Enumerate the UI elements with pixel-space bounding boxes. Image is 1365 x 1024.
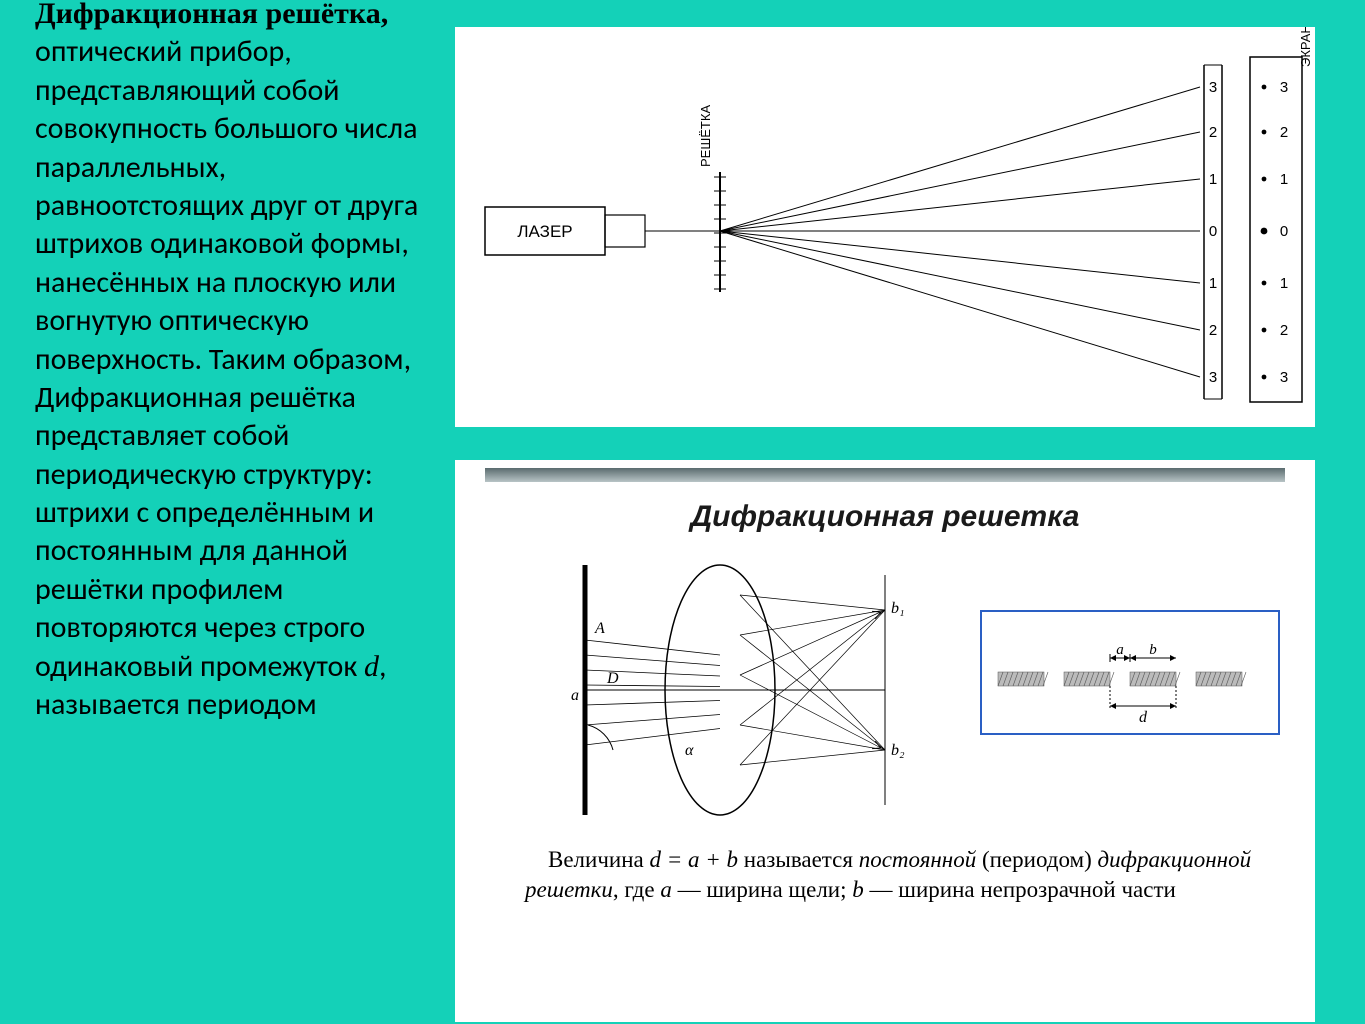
svg-text:a: a	[571, 687, 579, 704]
svg-text:3: 3	[1280, 79, 1288, 96]
svg-text:A: A	[594, 620, 605, 637]
svg-text:3: 3	[1280, 369, 1288, 386]
svg-text:b: b	[1149, 642, 1157, 658]
svg-text:1: 1	[1280, 275, 1288, 292]
svg-text:1: 1	[1209, 275, 1217, 292]
definition-text: Дифракционная решётка, оптический прибор…	[35, 0, 435, 724]
grating-title: Дифракционная решетка	[455, 500, 1315, 534]
decorative-bar	[485, 468, 1285, 482]
svg-text:ЭКРАН: ЭКРАН	[1298, 27, 1313, 67]
grating-caption: Величина d = a + b называется постоянной…	[525, 845, 1265, 905]
definition-title: Дифракционная решётка,	[35, 0, 388, 30]
svg-text:0: 0	[1209, 223, 1217, 240]
svg-text:b₂: b₂	[891, 742, 905, 759]
laser-diagram-panel: ЛАЗЕР РЕШЁТКА 3 2 1 0 1 2 3 3 2 1 0 1 2 3 ЭКРАН	[455, 27, 1315, 427]
svg-text:ЛАЗЕР: ЛАЗЕР	[517, 222, 572, 241]
svg-text:3: 3	[1209, 369, 1217, 386]
slit-diagram: a b d	[980, 610, 1280, 735]
svg-text:1: 1	[1209, 171, 1217, 188]
svg-text:3: 3	[1209, 79, 1217, 96]
svg-text:0: 0	[1280, 223, 1288, 240]
svg-text:2: 2	[1209, 124, 1217, 141]
svg-text:d: d	[1139, 709, 1148, 726]
lens-diagram: A Da α b₁ b₂	[545, 555, 915, 835]
svg-text:D: D	[606, 670, 619, 687]
svg-text:2: 2	[1280, 322, 1288, 339]
svg-text:a: a	[1116, 642, 1124, 658]
svg-text:1: 1	[1280, 171, 1288, 188]
svg-text:b₁: b₁	[891, 600, 905, 617]
grating-detail-panel: Дифракционная решетка A Da α b₁ b₂ a b d Велич…	[455, 460, 1315, 1022]
svg-text:α: α	[685, 742, 694, 759]
svg-text:РЕШЁТКА: РЕШЁТКА	[698, 105, 713, 167]
svg-text:2: 2	[1280, 124, 1288, 141]
definition-d: d	[364, 650, 379, 683]
svg-text:2: 2	[1209, 322, 1217, 339]
laser-diagram: ЛАЗЕР РЕШЁТКА 3 2 1 0 1 2 3 3 2 1 0 1 2 3 ЭКРАН	[455, 27, 1315, 427]
definition-body: оптический прибор, представляющий собой …	[35, 33, 418, 684]
